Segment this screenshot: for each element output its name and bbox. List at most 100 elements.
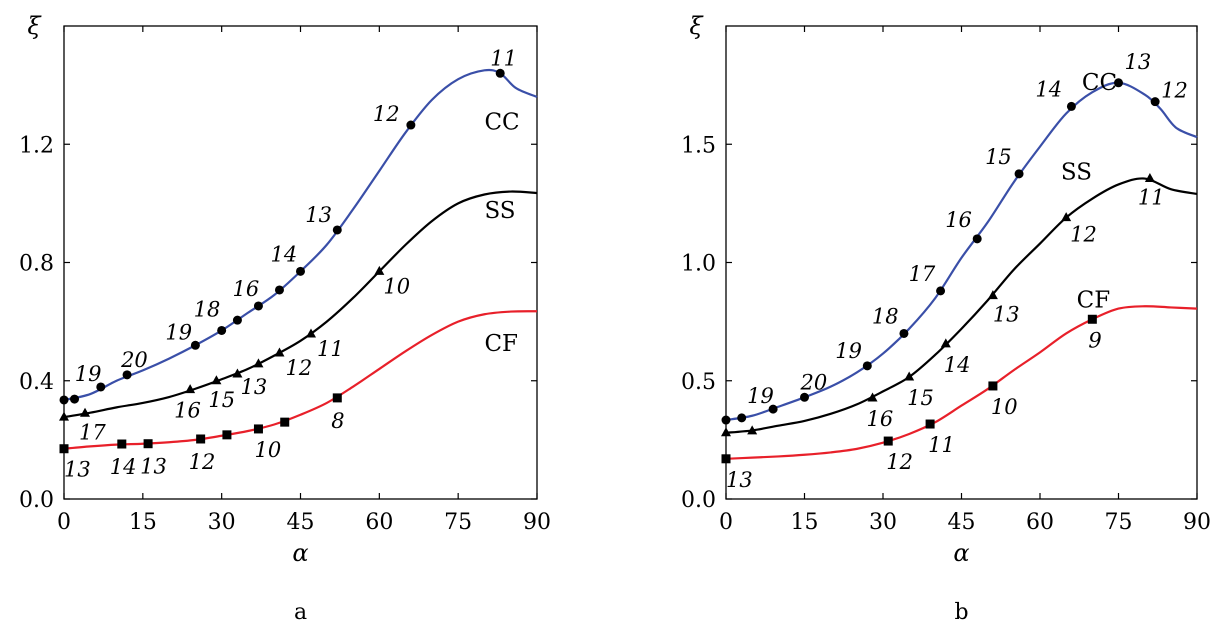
data-point-circle [122, 370, 132, 380]
data-point-label: 19 [165, 320, 192, 344]
series-cc: 19 20 19 18 17 16 15 14 13 12 CC [721, 50, 1198, 425]
data-point-label: 16 [174, 399, 201, 423]
x-tick-label: 15 [791, 510, 819, 535]
data-point-triangle [1144, 173, 1155, 183]
series-ss: 16 15 14 13 12 11 SS [721, 160, 1198, 437]
data-point-circle [274, 285, 284, 295]
data-point-triangle [374, 265, 385, 275]
data-point-label: 16 [867, 407, 894, 431]
data-point-label: 13 [240, 375, 267, 399]
data-point-label: 12 [285, 356, 312, 380]
data-point-label: 15 [985, 145, 1012, 169]
data-point-label: 11 [490, 46, 517, 70]
data-point-label: 20 [120, 348, 148, 372]
x-tick-label: 75 [1105, 510, 1133, 535]
data-point-label: 12 [373, 102, 400, 126]
y-tick-label: 1.0 [681, 252, 716, 277]
data-point-square [143, 439, 153, 449]
data-point-triangle [306, 328, 317, 338]
y-tick-label: 0.5 [681, 370, 716, 395]
y-tick-label: 1.2 [19, 133, 54, 158]
plot-frame [63, 25, 538, 500]
series-name-label: CC [1082, 70, 1117, 96]
data-point-circle [406, 120, 416, 130]
y-tick-label: 0.8 [19, 252, 54, 277]
data-point-square [332, 393, 342, 403]
data-point-label: 13 [726, 468, 753, 492]
x-tick-label: 45 [948, 510, 976, 535]
data-point-triangle [987, 290, 998, 300]
data-point-circle [70, 394, 80, 404]
data-point-triangle [274, 347, 285, 357]
data-point-label: 13 [305, 203, 332, 227]
x-tick-label: 90 [523, 510, 551, 535]
data-point-label: 15 [907, 386, 934, 410]
series-name-label: CC [484, 109, 519, 135]
data-point-label: 12 [1070, 223, 1097, 247]
y-axis-title: ξ [689, 12, 704, 40]
data-point-label: 12 [1161, 79, 1188, 103]
data-point-triangle [747, 425, 758, 435]
data-point-triangle [253, 358, 264, 368]
data-point-square [59, 444, 69, 454]
data-point-label: 13 [64, 458, 91, 482]
x-axis-title: α [953, 539, 969, 567]
data-point-square [253, 424, 263, 434]
data-point-label: 14 [1035, 77, 1062, 101]
data-point-circle [253, 301, 263, 311]
x-tick-label: 75 [444, 510, 472, 535]
data-point-triangle [721, 427, 731, 437]
series-line-cc [63, 68, 538, 402]
data-point-label: 11 [317, 337, 344, 361]
data-point-label: 9 [1088, 328, 1101, 352]
series-name-label: CF [484, 331, 518, 357]
data-point-triangle [80, 407, 91, 417]
data-point-label: 17 [909, 262, 936, 286]
data-point-label: 18 [194, 297, 221, 321]
data-point-label: 17 [79, 420, 106, 444]
data-point-circle [936, 286, 946, 296]
x-tick-label: 30 [869, 510, 897, 535]
data-point-label: 8 [331, 409, 344, 433]
data-point-label: 16 [232, 277, 259, 301]
data-point-circle [1014, 169, 1024, 179]
panel-caption: b [954, 600, 968, 625]
y-tick-label: 0.0 [681, 488, 716, 513]
y-tick-label: 0.4 [19, 370, 54, 395]
data-point-label: 16 [945, 208, 972, 232]
data-point-circle [768, 404, 778, 414]
data-point-circle [217, 325, 227, 335]
data-point-triangle [940, 338, 951, 348]
data-point-square [721, 454, 731, 464]
data-point-square [988, 381, 998, 391]
data-point-label: 11 [1138, 186, 1165, 210]
data-point-triangle [59, 411, 69, 421]
data-point-circle [800, 392, 809, 402]
data-point-label: 12 [189, 450, 216, 474]
x-tick-label: 45 [287, 510, 315, 535]
series-name-label: SS [484, 198, 515, 224]
data-point-circle [862, 361, 872, 371]
data-point-square [222, 430, 232, 440]
x-tick-label: 15 [129, 510, 157, 535]
data-point-square [280, 417, 290, 427]
data-point-circle [332, 225, 342, 235]
data-point-label: 13 [140, 455, 167, 479]
data-point-label: 19 [75, 362, 102, 386]
data-point-label: 18 [872, 304, 899, 328]
data-point-circle [296, 266, 305, 276]
data-point-square [117, 439, 127, 449]
data-point-label: 10 [254, 438, 281, 462]
data-point-triangle [1061, 212, 1072, 222]
data-point-label: 19 [747, 384, 774, 408]
data-point-circle [737, 413, 747, 423]
panel-b: 0 15 30 45 60 75 900.00.51.01.5αξb192019181716… [681, 12, 1211, 625]
data-point-triangle [867, 392, 878, 402]
x-tick-label: 30 [208, 510, 236, 535]
data-point-circle [495, 68, 505, 78]
y-axis-title: ξ [27, 12, 42, 40]
series-line-ss [63, 190, 538, 419]
